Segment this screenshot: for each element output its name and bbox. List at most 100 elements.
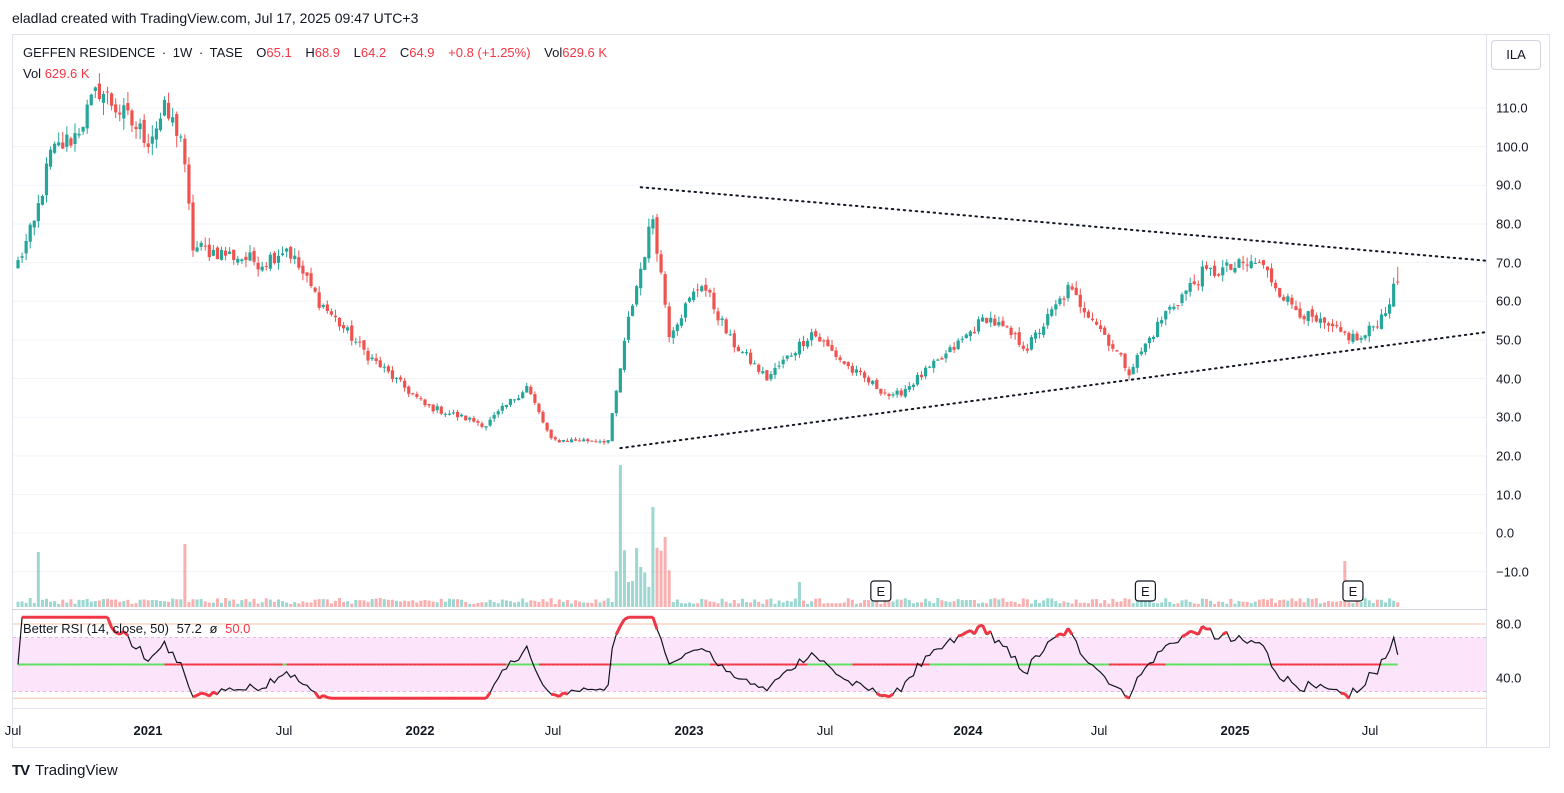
legend-interval: 1W [172, 45, 193, 60]
candle-body [179, 136, 183, 138]
rsi-tick-label: 80.0 [1496, 616, 1522, 632]
candle-body [924, 367, 928, 377]
price-tick-label: 30.0 [1496, 409, 1522, 425]
candle-body [1245, 264, 1249, 266]
volume-bar [1123, 598, 1127, 607]
volume-bar [728, 603, 732, 607]
volume-bar [40, 599, 44, 607]
candle [207, 237, 211, 261]
earnings-marker[interactable]: E [870, 580, 892, 602]
legend-vol: 629.6 K [562, 45, 608, 60]
candle-body [1282, 296, 1286, 301]
candle-body [350, 325, 354, 341]
rsi-legend-value: 57.2 [176, 621, 202, 636]
legend-high-label: H [305, 45, 315, 60]
candle-body [57, 142, 61, 146]
candle-body [1253, 262, 1257, 264]
candle [830, 339, 834, 352]
volume-bar [1111, 598, 1115, 607]
candle [1139, 347, 1143, 356]
earnings-marker[interactable]: E [1342, 580, 1364, 602]
candle [321, 303, 325, 309]
pane-separator[interactable] [12, 609, 1487, 610]
candle [191, 194, 195, 257]
candle-body [838, 357, 842, 360]
candle [659, 249, 663, 275]
rsi-extreme-segment [554, 693, 560, 698]
candle [1127, 366, 1131, 380]
symbol-legend[interactable]: GEFFEN RESIDENCE · 1W · TASE O65.1 H68.9… [23, 45, 608, 60]
volume-bar [232, 599, 236, 607]
candle-body [415, 394, 419, 398]
candle [285, 247, 289, 258]
candle-body [667, 306, 671, 338]
candle [1086, 309, 1091, 319]
candle-body [146, 143, 150, 148]
volume-bar [928, 601, 932, 607]
candle-body [1033, 332, 1038, 339]
candle-body [919, 374, 924, 378]
candle [687, 296, 692, 303]
candle [1111, 340, 1115, 352]
candle [537, 402, 541, 415]
volume-bar [228, 600, 232, 607]
volume-bar [220, 602, 223, 607]
resistance-trendline[interactable] [639, 186, 1487, 262]
volume-bar [126, 599, 130, 607]
candle-body [305, 272, 309, 276]
candle-body [223, 250, 228, 256]
candle [110, 92, 114, 111]
candle-body [1249, 261, 1253, 268]
candle [862, 370, 867, 383]
candle [761, 366, 765, 375]
candle-body [1099, 325, 1103, 330]
volume-bar [240, 600, 244, 607]
volume-bar [32, 602, 36, 607]
support-trendline[interactable] [619, 331, 1487, 450]
volume-bar [997, 599, 1001, 607]
candle [1261, 259, 1266, 269]
volume-bar [1131, 603, 1135, 607]
candle [871, 379, 875, 386]
candle-body [907, 386, 911, 390]
currency-button[interactable]: ILA [1491, 40, 1541, 70]
candle-body [647, 226, 651, 259]
candle-body [1037, 333, 1042, 335]
candle-body [993, 318, 997, 326]
candle [297, 250, 301, 271]
candle-body [1025, 348, 1029, 351]
candle [1278, 287, 1282, 299]
candle [472, 415, 476, 423]
volume-bar [1302, 602, 1306, 607]
candle [1335, 320, 1339, 329]
candle-body [757, 364, 761, 372]
candle-body [407, 386, 411, 394]
volume-bar [114, 599, 118, 607]
candle [879, 388, 883, 397]
volume-legend[interactable]: Vol 629.6 K [23, 66, 90, 81]
volume-bar [1119, 601, 1123, 607]
candle-body [97, 83, 101, 100]
rsi-legend[interactable]: Better RSI (14, close, 50) 57.2 ø 50.0 [23, 621, 250, 636]
volume-bar [1392, 600, 1396, 607]
candle-body [1074, 287, 1078, 295]
candle-body [105, 91, 110, 93]
rsi-extreme-segment [1340, 691, 1346, 696]
candle-body [1013, 333, 1017, 335]
candle [1131, 363, 1135, 375]
candle-body [126, 103, 130, 111]
candle-body [1062, 298, 1066, 300]
earnings-marker[interactable]: E [1134, 580, 1156, 602]
footer-branding[interactable]: TV TradingView [12, 762, 118, 779]
candle [1286, 293, 1290, 306]
volume-bar [268, 599, 272, 607]
candle [940, 356, 944, 360]
price-tick-label: 40.0 [1496, 371, 1522, 387]
volume-bar [517, 601, 521, 607]
volume-bar [712, 601, 716, 607]
volume-bar [321, 599, 325, 607]
candle-body [569, 439, 574, 443]
candle-body [1103, 327, 1107, 335]
candle [97, 73, 101, 102]
